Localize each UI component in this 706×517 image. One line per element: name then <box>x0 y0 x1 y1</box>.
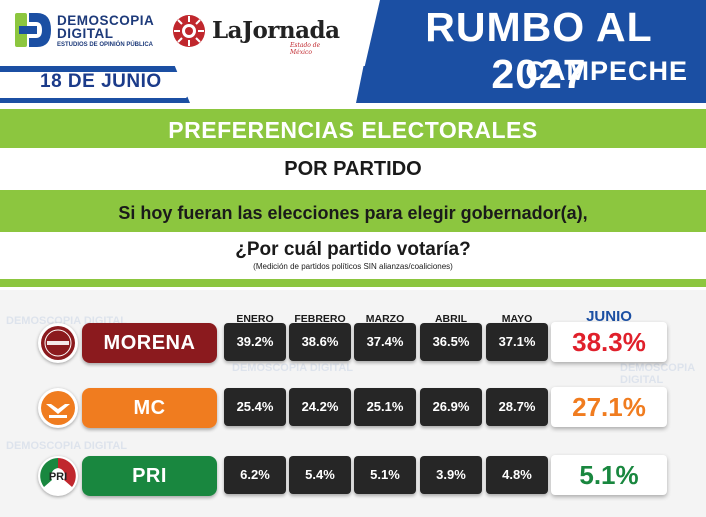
question-note: (Medición de partidos políticos SIN alia… <box>253 262 453 271</box>
value-label: 5.4% <box>305 467 335 482</box>
party-row: PRI PRI 6.2% 5.4% 5.1% 3.9% 4.8% 5.1% <box>0 446 706 496</box>
subheading-band <box>0 148 706 190</box>
current-value-label: 5.1% <box>579 460 639 490</box>
month-header: FEBRERO <box>294 313 346 325</box>
newspaper-name: LaJornada <box>212 17 340 44</box>
value-cell <box>420 456 482 494</box>
newspaper-edition: Estado de México <box>290 42 321 56</box>
value-label: 26.9% <box>432 399 470 414</box>
pollster-tagline: ESTUDIOS DE OPINIÓN PÚBLICA <box>57 42 154 48</box>
value-cell <box>420 323 482 361</box>
date-pill <box>0 72 193 98</box>
current-value-box <box>551 455 667 495</box>
pollster-name-line1: DEMOSCOPIA <box>57 13 155 28</box>
month-header: MARZO <box>365 313 405 325</box>
month-header: ABRIL <box>434 313 468 325</box>
party-name: MORENA <box>103 332 196 354</box>
value-cell <box>224 456 286 494</box>
value-label: 39.2% <box>236 334 274 349</box>
value-cell <box>486 323 548 361</box>
value-label: 24.2% <box>301 399 339 414</box>
current-value-box <box>551 322 667 362</box>
morena-logo-icon <box>38 323 78 363</box>
value-cell <box>486 456 548 494</box>
section-subheading: POR PARTIDO <box>284 158 422 180</box>
value-label: 6.2% <box>240 467 270 482</box>
svg-text:PRI: PRI <box>49 471 67 483</box>
current-value-label: 27.1% <box>572 392 646 422</box>
value-cell <box>224 388 286 426</box>
value-cell <box>289 323 351 361</box>
party-name-band <box>82 456 217 496</box>
question-line1: Si hoy fueran las elecciones para elegir… <box>118 203 588 223</box>
value-cell <box>354 323 416 361</box>
month-header: MAYO <box>501 313 533 325</box>
value-cell <box>224 323 286 361</box>
value-label: 36.5% <box>432 334 470 349</box>
eagle-logo-icon <box>38 388 78 428</box>
party-name: MC <box>133 397 166 419</box>
question-band <box>0 232 706 279</box>
value-label: 25.4% <box>236 399 274 414</box>
value-label: 37.4% <box>366 334 404 349</box>
la-jornada-logo: LaJornada Estado de México <box>172 14 342 56</box>
page-title: RUMBO AL 2027 <box>425 4 653 97</box>
watermark: DEMOSCOPIA DIGITAL <box>620 362 695 386</box>
party-name: PRI <box>132 465 167 487</box>
current-value-label: 38.3% <box>572 327 646 357</box>
current-value-box <box>551 387 667 427</box>
party-name-band <box>82 388 217 428</box>
date-label: 18 DE JUNIO <box>40 71 162 92</box>
value-label: 5.1% <box>370 467 400 482</box>
demoscopia-mark-icon <box>15 13 51 47</box>
question-line2: ¿Por cuál partido votaría? <box>235 239 471 260</box>
value-label: 25.1% <box>366 399 404 414</box>
value-cell <box>354 388 416 426</box>
header-blue-panel <box>356 0 706 103</box>
watermark: DEMOSCOPIA DIGITAL <box>232 362 353 374</box>
value-label: 28.7% <box>498 399 536 414</box>
section-heading: PREFERENCIAS ELECTORALES <box>168 117 538 143</box>
value-cell <box>420 388 482 426</box>
value-cell <box>289 388 351 426</box>
current-month-header: JUNIO <box>586 308 632 325</box>
value-label: 37.1% <box>498 334 536 349</box>
party-name-band <box>82 323 217 363</box>
watermark: DEMOSCOPIA DIGITAL <box>6 440 127 452</box>
month-header: ENERO <box>236 313 274 325</box>
demoscopia-logo: DEMOSCOPIA DIGITAL ESTUDIOS DE OPINIÓN P… <box>15 13 175 49</box>
value-cell <box>289 456 351 494</box>
value-label: 4.8% <box>502 467 532 482</box>
pollster-name-line2: DIGITAL <box>57 26 114 41</box>
sun-logo-icon <box>173 15 205 47</box>
party-row: MC 25.4% 24.2% 25.1% 26.9% 28.7% 27.1% <box>0 378 706 428</box>
value-cell <box>486 388 548 426</box>
value-label: 38.6% <box>301 334 339 349</box>
value-label: 3.9% <box>436 467 466 482</box>
value-cell <box>354 456 416 494</box>
pri-logo-icon: PRI <box>38 456 78 496</box>
page-subtitle: CAMPECHE <box>525 56 688 86</box>
party-row: MORENA 39.2% 38.6% 37.4% 36.5% 37.1% 38.3% <box>0 313 706 363</box>
